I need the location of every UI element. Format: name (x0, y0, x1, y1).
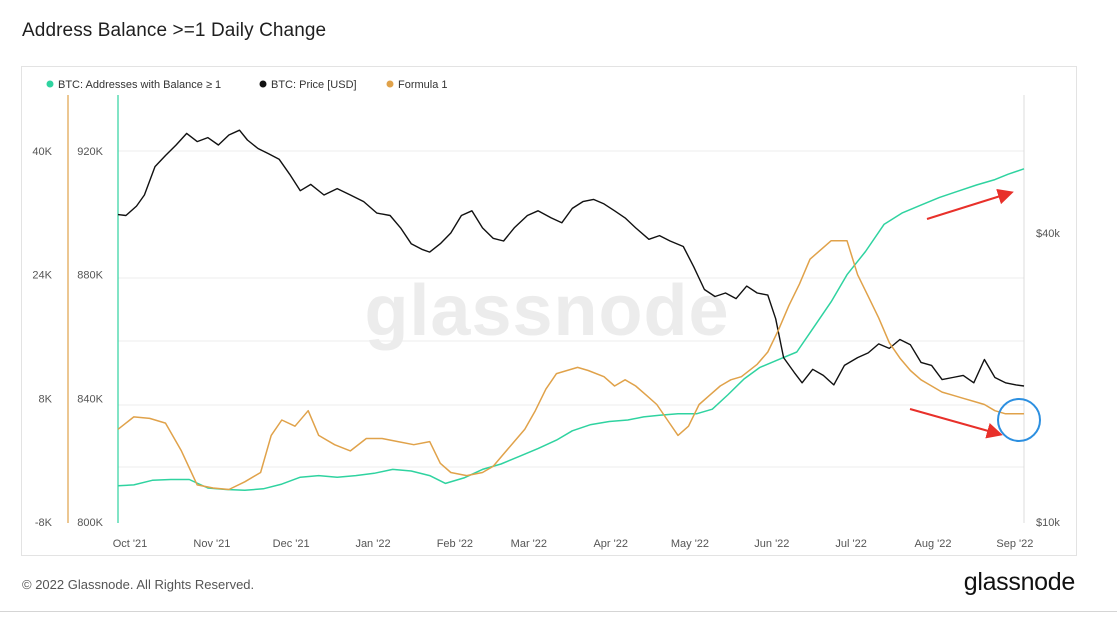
series-line-0 (117, 168, 1025, 492)
left-outer-tick-label: -8K (35, 517, 53, 529)
legend-marker (259, 80, 267, 88)
bottom-divider (0, 611, 1117, 612)
annotations (909, 188, 1041, 442)
legend-label: BTC: Addresses with Balance ≥ 1 (58, 79, 221, 91)
x-tick-label: Feb '22 (437, 538, 473, 550)
series-line-1 (117, 129, 1025, 387)
x-tick-label: Oct '21 (113, 538, 148, 550)
x-tick-label: Sep '22 (996, 538, 1033, 550)
x-tick-label: Jun '22 (754, 538, 789, 550)
x-tick-label: Aug '22 (915, 538, 952, 550)
left-outer-tick-label: 40K (32, 146, 52, 158)
chart-panel: glassnode 40K 24K 8K -8K 920K 880K 840K 800K $40… (21, 66, 1077, 556)
grid-lines (118, 150, 1024, 468)
series-lines (117, 129, 1025, 492)
footer-copyright: © 2022 Glassnode. All Rights Reserved. (22, 577, 255, 592)
blue-highlight-circle (997, 398, 1041, 442)
x-tick-label: Dec '21 (273, 538, 310, 550)
red-arrow-up (926, 188, 1014, 220)
series-line-2 (117, 239, 1024, 491)
left-outer-tick-label: 8K (39, 393, 53, 405)
brand-logo: glassnode (963, 568, 1076, 596)
chart-title: Address Balance >=1 Daily Change (22, 20, 327, 41)
legend-label: BTC: Price [USD] (271, 79, 357, 91)
axes: 40K 24K 8K -8K 920K 880K 840K 800K $40k $10k Oct '… (32, 95, 1060, 550)
left-inner-tick-label: 920K (77, 146, 103, 158)
x-tick-label: Jan '22 (355, 538, 390, 550)
left-inner-tick-label: 880K (77, 270, 103, 282)
left-inner-tick-label: 800K (77, 517, 103, 529)
legend-label: Formula 1 (398, 79, 448, 91)
x-tick-label: May '22 (671, 538, 709, 550)
x-tick-label: Nov '21 (193, 538, 230, 550)
right-tick-label: $10k (1036, 517, 1060, 529)
x-tick-label: Apr '22 (593, 538, 628, 550)
legend: BTC: Addresses with Balance ≥ 1 BTC: Pric… (46, 79, 448, 91)
red-arrow-down (909, 408, 1003, 439)
chart-svg: glassnode 40K 24K 8K -8K 920K 880K 840K 800K $40… (32, 79, 1060, 550)
x-tick-label: Jul '22 (835, 538, 866, 550)
left-inner-tick-label: 840K (77, 393, 103, 405)
right-tick-label: $40k (1036, 228, 1060, 240)
legend-marker (46, 80, 54, 88)
x-tick-label: Mar '22 (511, 538, 547, 550)
legend-marker (386, 80, 394, 88)
watermark-text: glassnode (364, 271, 729, 351)
left-outer-tick-label: 24K (32, 270, 52, 282)
